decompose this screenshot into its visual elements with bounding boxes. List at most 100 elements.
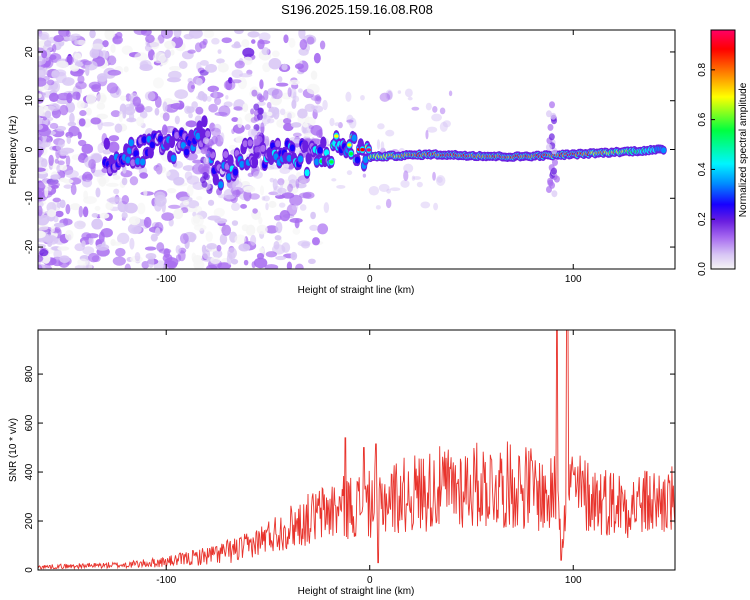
noise-cell — [265, 251, 278, 258]
signal-cell-core — [348, 152, 354, 156]
noise-cell — [360, 95, 365, 101]
signal-cell — [304, 169, 310, 177]
noise-cell — [205, 63, 218, 73]
x-tick-label: 0 — [367, 274, 373, 285]
signal-cell — [297, 155, 304, 163]
noise-cell — [104, 30, 115, 40]
noise-cell — [38, 33, 49, 40]
noise-cell — [254, 138, 261, 146]
noise-cell — [207, 138, 214, 146]
noise-cell — [288, 164, 294, 171]
noise-cell — [202, 171, 209, 179]
noise-cell — [275, 221, 283, 234]
noise-cell — [129, 237, 135, 250]
signal-cell-core — [329, 160, 334, 164]
noise-cell — [82, 246, 95, 255]
noise-cell — [82, 206, 89, 218]
noise-cell — [179, 233, 189, 244]
noise-cell — [191, 252, 197, 261]
noise-cell — [164, 49, 171, 59]
noise-cell — [322, 99, 328, 111]
noise-cell — [432, 171, 436, 181]
signal-cell — [289, 144, 295, 152]
noise-cell — [275, 255, 287, 261]
colorbar-tick-label: 0.2 — [697, 212, 708, 226]
noise-cell — [287, 112, 292, 120]
noise-cell — [122, 165, 127, 174]
y-tick-label: 600 — [24, 414, 35, 431]
noise-cell — [65, 155, 71, 167]
colorbar-tick-label: 0.8 — [697, 62, 708, 76]
colorbar-tick-label: 0.4 — [697, 162, 708, 176]
noise-cell — [59, 199, 66, 209]
noise-cell — [256, 101, 266, 106]
noise-cell — [83, 190, 89, 200]
noise-cell — [231, 258, 239, 265]
noise-cell — [121, 195, 130, 205]
noise-cell — [95, 187, 101, 198]
signal-cell — [247, 139, 253, 147]
noise-cell — [193, 224, 207, 231]
noise-cell — [404, 88, 413, 98]
noise-cell — [49, 122, 59, 130]
noise-cell — [218, 194, 227, 199]
noise-cell — [308, 258, 316, 265]
noise-cell — [281, 242, 291, 253]
noise-cell — [187, 49, 196, 54]
x-tick-label: 0 — [367, 575, 373, 586]
noise-cell — [144, 105, 153, 113]
noise-cell — [42, 234, 57, 242]
noise-cell — [188, 30, 203, 39]
noise-cell — [169, 66, 182, 71]
noise-cell — [55, 125, 67, 132]
noise-cell — [233, 106, 243, 111]
noise-cell — [243, 185, 256, 193]
noise-cell — [88, 158, 97, 170]
noise-cell — [120, 170, 133, 178]
noise-cell — [38, 66, 46, 79]
noise-cell — [100, 228, 113, 238]
noise-cell — [178, 60, 188, 69]
noise-cell — [76, 100, 85, 109]
noise-cell — [231, 202, 241, 211]
noise-cell — [70, 33, 81, 39]
noise-cell — [264, 264, 279, 269]
noise-cell — [162, 101, 168, 112]
noise-cell — [225, 95, 229, 100]
noise-cell — [253, 257, 268, 269]
noise-cell — [257, 107, 264, 115]
noise-cell — [214, 218, 228, 224]
noise-cell — [278, 202, 286, 208]
noise-cell — [242, 103, 249, 113]
noise-cell — [57, 160, 65, 166]
noise-cell — [115, 247, 126, 257]
noise-cell — [75, 81, 87, 90]
signal-cell-core — [334, 134, 339, 138]
noise-cell — [70, 65, 80, 72]
noise-cell — [128, 216, 141, 226]
signal-cell — [275, 140, 281, 148]
noise-cell — [386, 188, 391, 194]
noise-cell — [42, 116, 48, 121]
noise-cell — [545, 143, 552, 151]
noise-cell — [244, 124, 251, 131]
signal-cell — [314, 158, 320, 166]
noise-cell — [170, 49, 175, 56]
noise-cell — [310, 105, 318, 110]
noise-cell — [261, 47, 270, 56]
noise-cell — [292, 227, 301, 235]
noise-cell — [77, 258, 89, 267]
noise-cell — [228, 77, 233, 84]
noise-cell — [161, 124, 168, 136]
noise-cell — [96, 73, 108, 82]
noise-cell — [53, 222, 67, 228]
noise-cell — [160, 30, 173, 39]
noise-cell — [550, 167, 557, 175]
noise-cell — [155, 227, 161, 237]
noise-cell — [38, 205, 43, 217]
snr-y-axis-label: SNR (10 * v/v) — [8, 418, 19, 482]
noise-cell — [46, 79, 55, 86]
noise-cell — [426, 126, 438, 133]
noise-cell — [245, 224, 256, 236]
y-tick-label: -20 — [24, 239, 35, 254]
